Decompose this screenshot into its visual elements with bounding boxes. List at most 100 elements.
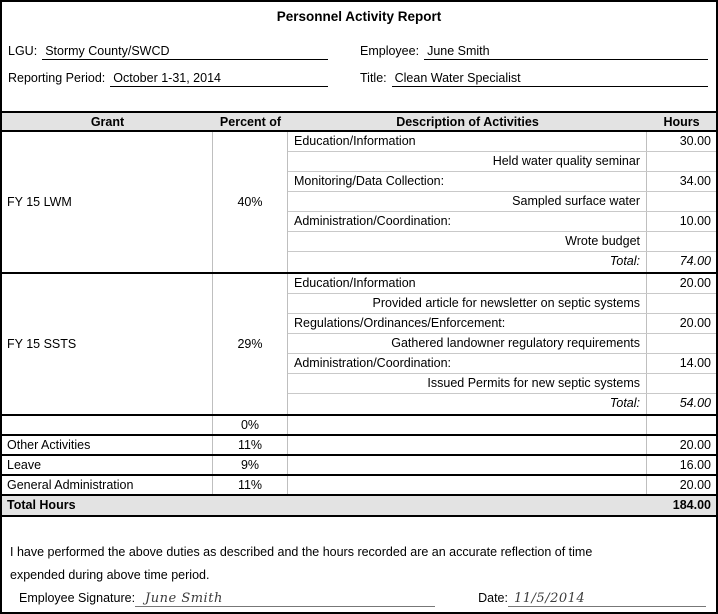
job-title-value[interactable]: Clean Water Specialist [391,71,708,87]
activity-hours [647,294,716,313]
header-hours: Hours [663,115,700,129]
summary-percent: 11% [213,476,288,494]
block-total-row: Total: 54.00 [288,394,716,414]
header-percent: Percent of [219,115,282,129]
table-header-row: Grant Percent of Description of Activiti… [2,113,716,132]
summary-row-general-administration: General Administration 11% 20.00 [2,476,716,496]
activity-row: Monitoring/Data Collection: 34.00 [288,172,716,192]
reporting-period-label: Reporting Period: [8,71,106,85]
block-total-hours: 54.00 [679,396,711,410]
summary-grant [2,416,213,434]
activity-row: Sampled surface water [288,192,716,212]
lgu-field: LGU: Stormy County/SWCD [8,44,328,69]
activity-table: Grant Percent of Description of Activiti… [2,111,716,517]
activity-desc: Education/Information [288,132,647,151]
employee-signature-label: Employee Signature: [19,591,136,605]
activity-desc: Education/Information [288,274,647,293]
activity-row: Administration/Coordination: 10.00 [288,212,716,232]
summary-hours: 20.00 [679,438,711,452]
percent-cell: 40% [213,132,288,272]
grant-block-lwm: FY 15 LWM 40% Education/Information 30.0… [2,132,716,274]
summary-desc [288,436,647,454]
activity-row: Provided article for newsletter on septi… [288,294,716,314]
summary-desc [288,416,647,434]
header-description: Description of Activities [396,115,539,129]
total-hours-label: Total Hours [7,498,76,512]
activity-hours [647,232,716,251]
summary-row-blank: 0% [2,416,716,436]
activity-desc: Administration/Coordination: [288,212,647,231]
activity-hours [647,152,716,171]
employee-value[interactable]: June Smith [424,44,708,60]
page-title: Personnel Activity Report [276,9,442,24]
summary-percent: 9% [213,456,288,474]
summary-percent: 11% [213,436,288,454]
activity-hours [647,192,716,211]
activity-desc: Monitoring/Data Collection: [288,172,647,191]
activity-row: Education/Information 20.00 [288,274,716,294]
summary-hours: 16.00 [679,458,711,472]
activity-desc: Gathered landowner regulatory requiremen… [288,334,647,353]
activity-row: Held water quality seminar [288,152,716,172]
activity-desc: Wrote budget [288,232,647,251]
employee-signature-value[interactable]: June Smith [135,591,436,607]
activity-hours: 10.00 [679,214,711,228]
block-total-label: Total: [288,394,647,414]
reporting-period-value[interactable]: October 1-31, 2014 [110,71,328,87]
activity-row: Education/Information 30.00 [288,132,716,152]
activity-hours: 20.00 [679,316,711,330]
employee-field: Employee: June Smith [360,44,708,69]
percent-cell: 29% [213,274,288,414]
activity-desc: Regulations/Ordinances/Enforcement: [288,314,647,333]
activity-row: Wrote budget [288,232,716,252]
activity-desc: Issued Permits for new septic systems [288,374,647,393]
total-hours-row: Total Hours 184.00 [2,496,716,517]
block-total-label: Total: [288,252,647,272]
employee-label: Employee: [360,44,420,58]
activity-hours [647,374,716,393]
certification-statement: I have performed the above duties as des… [10,545,593,582]
date-value[interactable]: 11/5/2014 [508,591,706,607]
activity-row: Issued Permits for new septic systems [288,374,716,394]
summary-desc [288,456,647,474]
job-title-label: Title: [360,71,387,85]
activity-desc: Held water quality seminar [288,152,647,171]
total-hours-value: 184.00 [672,498,711,512]
job-title-field: Title: Clean Water Specialist [360,71,708,96]
header-form: LGU: Stormy County/SWCD Employee: June S… [8,44,708,96]
activity-rows: Education/Information 30.00 Held water q… [288,132,716,272]
summary-hours: 20.00 [679,478,711,492]
activity-row: Regulations/Ordinances/Enforcement: 20.0… [288,314,716,334]
header-grant: Grant [90,115,125,129]
activity-hours: 30.00 [679,134,711,148]
summary-hours [647,416,716,434]
lgu-value[interactable]: Stormy County/SWCD [42,44,328,60]
lgu-label: LGU: [8,44,38,58]
grant-cell: FY 15 LWM [2,132,213,272]
activity-hours [647,334,716,353]
summary-desc [288,476,647,494]
summary-row-leave: Leave 9% 16.00 [2,456,716,476]
grant-block-ssts: FY 15 SSTS 29% Education/Information 20.… [2,274,716,416]
activity-desc: Administration/Coordination: [288,354,647,373]
block-total-hours: 74.00 [679,254,711,268]
activity-row: Administration/Coordination: 14.00 [288,354,716,374]
date-label: Date: [478,591,508,605]
activity-desc: Sampled surface water [288,192,647,211]
summary-grant: Leave [2,456,213,474]
signature-row: Employee Signature: June Smith Date: 11/… [10,591,706,607]
grant-cell: FY 15 SSTS [2,274,213,414]
activity-hours: 20.00 [679,276,711,290]
activity-rows: Education/Information 20.00 Provided art… [288,274,716,414]
activity-hours: 14.00 [679,356,711,370]
activity-row: Gathered landowner regulatory requiremen… [288,334,716,354]
activity-hours: 34.00 [679,174,711,188]
summary-percent: 0% [213,416,288,434]
reporting-period-field: Reporting Period: October 1-31, 2014 [8,71,328,96]
summary-row-other-activities: Other Activities 11% 20.00 [2,436,716,456]
activity-desc: Provided article for newsletter on septi… [288,294,647,313]
summary-grant: Other Activities [2,436,213,454]
block-total-row: Total: 74.00 [288,252,716,272]
summary-grant: General Administration [2,476,213,494]
